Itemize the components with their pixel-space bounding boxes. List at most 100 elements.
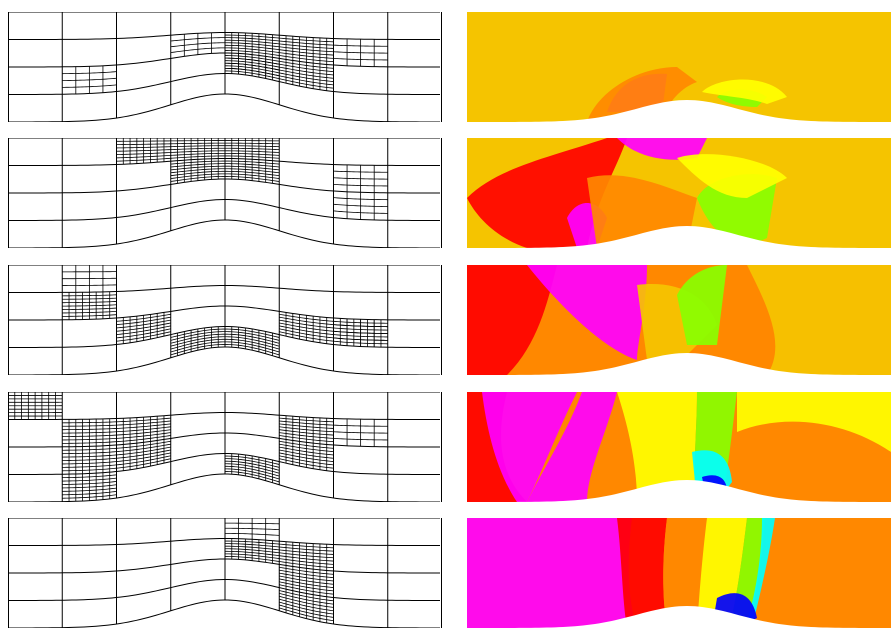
refined-line xyxy=(279,607,334,622)
field-svg-3 xyxy=(467,265,891,375)
refined-line xyxy=(224,556,280,562)
refined-line xyxy=(224,468,280,480)
field-region xyxy=(677,154,787,198)
mesh-line-horizontal xyxy=(8,452,440,475)
refined-line xyxy=(279,78,334,89)
refined-line xyxy=(116,328,171,339)
mesh-line-horizontal xyxy=(8,558,440,574)
field-region xyxy=(617,518,667,628)
mesh-line-horizontal xyxy=(8,157,440,166)
refined-line xyxy=(116,331,171,342)
field-region xyxy=(617,138,707,160)
refined-line xyxy=(279,435,334,443)
refined-line xyxy=(116,455,171,466)
refined-line xyxy=(224,67,280,77)
refined-line xyxy=(279,584,334,595)
field-region xyxy=(467,265,557,375)
refined-line xyxy=(170,150,225,153)
refined-line xyxy=(170,344,225,356)
refined-line xyxy=(279,325,334,335)
mesh-panel-3 xyxy=(8,265,442,375)
field-svg-5 xyxy=(467,518,891,628)
mesh-svg-1 xyxy=(8,12,442,122)
mesh-line-horizontal xyxy=(8,537,440,546)
refined-line xyxy=(279,581,334,592)
refined-line xyxy=(170,47,225,53)
mesh-svg-4 xyxy=(8,392,442,502)
field-region xyxy=(745,518,775,628)
field-region xyxy=(617,392,697,502)
refined-line xyxy=(62,441,117,444)
refined-line xyxy=(225,47,280,53)
refined-line xyxy=(333,337,388,341)
mesh-line-horizontal xyxy=(8,72,440,95)
refined-line xyxy=(116,458,171,469)
refined-line xyxy=(225,155,280,159)
refined-line xyxy=(224,550,280,557)
refined-line xyxy=(333,183,388,187)
refined-line xyxy=(225,173,280,179)
refined-line xyxy=(224,176,280,182)
refined-line xyxy=(224,338,280,350)
refined-line xyxy=(116,435,171,443)
refined-line xyxy=(279,72,334,82)
field-region xyxy=(467,518,637,628)
refined-line xyxy=(170,173,225,179)
mesh-line-horizontal xyxy=(8,432,440,448)
refined-line xyxy=(279,555,334,562)
refined-line xyxy=(279,432,334,439)
mesh-line-horizontal xyxy=(8,325,440,348)
mesh-svg-3 xyxy=(8,265,442,375)
refined-line xyxy=(279,458,334,469)
refined-line xyxy=(225,152,280,156)
field-region xyxy=(702,79,787,104)
refined-line xyxy=(333,57,388,61)
mesh-line-horizontal xyxy=(8,599,441,628)
mesh-line-horizontal xyxy=(8,219,441,248)
refined-line xyxy=(116,325,171,335)
refined-line xyxy=(170,155,225,159)
refined-line xyxy=(62,434,117,437)
refined-line xyxy=(279,455,334,466)
refined-line xyxy=(224,50,280,56)
mesh-line-horizontal xyxy=(8,578,440,601)
refined-line xyxy=(225,553,280,559)
refined-line xyxy=(116,157,171,162)
refined-line xyxy=(62,487,117,492)
refined-line xyxy=(279,331,334,342)
refined-line xyxy=(170,152,225,156)
mesh-line-horizontal xyxy=(8,284,440,293)
refined-line xyxy=(170,170,225,177)
refined-line xyxy=(116,432,171,439)
refined-line xyxy=(62,494,117,499)
refined-line xyxy=(62,284,117,286)
refined-line xyxy=(279,558,334,565)
refined-line xyxy=(62,464,117,468)
refined-line xyxy=(279,49,334,56)
refined-line xyxy=(170,338,225,350)
refined-line xyxy=(279,578,334,588)
refined-line xyxy=(224,341,280,353)
refined-line xyxy=(62,461,117,465)
mesh-panel-4 xyxy=(8,392,442,502)
refined-line xyxy=(279,429,334,436)
mesh-line-horizontal xyxy=(8,305,440,321)
mesh-line-horizontal xyxy=(8,178,440,194)
refined-line xyxy=(62,467,117,472)
refined-line xyxy=(224,170,280,177)
mesh-line-horizontal xyxy=(8,473,441,502)
field-region xyxy=(747,265,891,375)
refined-line xyxy=(279,452,334,462)
refined-line xyxy=(279,52,334,59)
refined-line xyxy=(279,75,334,86)
field-svg-2 xyxy=(467,138,891,248)
field-panel-1 xyxy=(467,12,891,122)
mesh-line-horizontal xyxy=(8,198,440,221)
refined-line xyxy=(62,307,117,310)
mesh-panel-5 xyxy=(8,518,442,628)
refined-line xyxy=(279,328,334,339)
field-panel-3 xyxy=(467,265,891,375)
field-region xyxy=(527,392,617,502)
wall-bump xyxy=(467,353,891,375)
